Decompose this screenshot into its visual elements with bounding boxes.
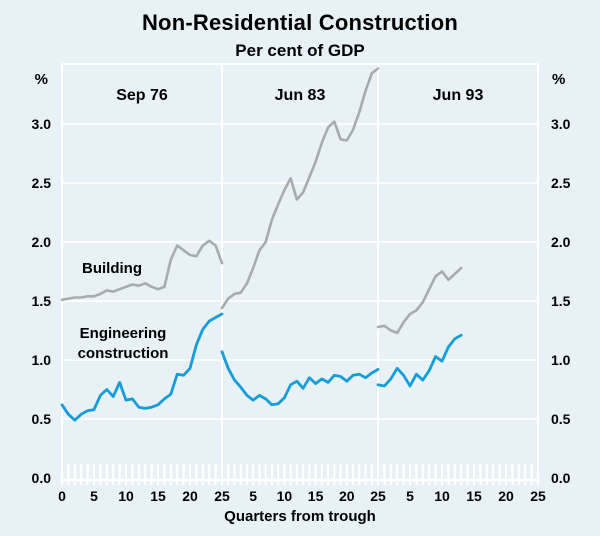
engineering-label-line2: construction	[78, 345, 169, 362]
x-tick-label: 15	[308, 488, 324, 504]
x-axis-title: Quarters from trough	[224, 508, 376, 525]
engineering-line-panel-2	[220, 350, 380, 407]
y-tick-label-left: 1.0	[32, 352, 52, 368]
y-tick-label-left: 2.0	[32, 234, 52, 250]
panel-label-1: Sep 76	[116, 87, 168, 104]
engineering-line-panel-1	[60, 312, 224, 422]
y-tick-label-left: 2.5	[32, 175, 52, 191]
y-tick-label-right: 2.0	[551, 234, 571, 250]
panel-label-3: Jun 93	[433, 87, 484, 104]
engineering-label-line1: Engineering	[80, 325, 167, 342]
x-tick-label: 25	[530, 488, 546, 504]
x-tick-label: 25	[214, 488, 230, 504]
y-tick-label-left: 0.5	[32, 411, 52, 427]
x-tick-label: 10	[434, 488, 450, 504]
x-tick-label: 25	[370, 488, 386, 504]
x-tick-label: 10	[277, 488, 293, 504]
building-line-panel-2	[220, 67, 380, 310]
y-unit-left: %	[35, 71, 48, 88]
y-tick-label-left: 3.0	[32, 116, 52, 132]
chart-title: Non-Residential Construction	[141, 10, 459, 35]
chart-subtitle: Per cent of GDP	[235, 41, 365, 60]
building-line-panel-3	[376, 266, 463, 335]
x-tick-label: 15	[150, 488, 166, 504]
y-tick-label-right: 0.5	[551, 411, 571, 427]
building-line-panel-1	[60, 239, 224, 302]
y-tick-label-right: 2.5	[551, 175, 571, 191]
x-tick-label: 0	[58, 488, 66, 504]
engineering-line-panel-3	[376, 333, 463, 388]
x-tick-label: 5	[249, 488, 257, 504]
panel-label-2: Jun 83	[275, 87, 326, 104]
x-tick-label: 15	[466, 488, 482, 504]
y-tick-label-right: 3.0	[551, 116, 571, 132]
y-tick-label-right: 1.5	[551, 293, 571, 309]
y-tick-label-right: 0.0	[551, 470, 571, 486]
y-tick-label-left: 1.5	[32, 293, 52, 309]
building-label: Building	[82, 260, 142, 277]
y-unit-right: %	[552, 71, 565, 88]
x-tick-label: 5	[90, 488, 98, 504]
y-tick-label-right: 1.0	[551, 352, 571, 368]
x-tick-label: 20	[498, 488, 514, 504]
x-tick-label: 5	[406, 488, 414, 504]
x-tick-label: 20	[182, 488, 198, 504]
x-tick-label: 10	[118, 488, 134, 504]
x-tick-label: 20	[339, 488, 355, 504]
y-tick-label-left: 0.0	[32, 470, 52, 486]
